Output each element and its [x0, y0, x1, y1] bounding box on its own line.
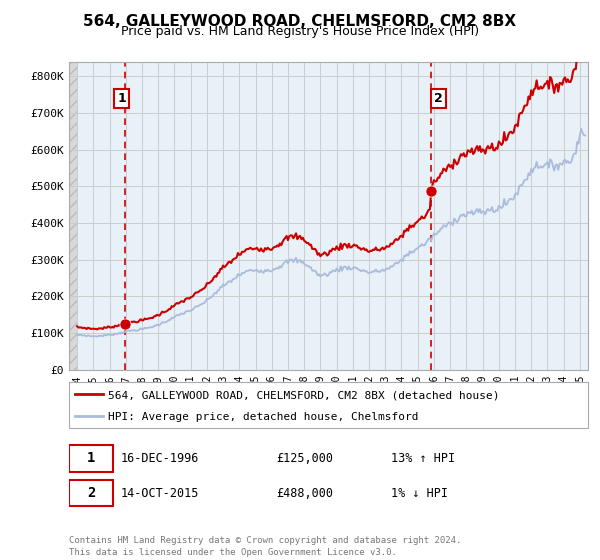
- Text: 1: 1: [118, 92, 126, 105]
- FancyBboxPatch shape: [69, 446, 113, 472]
- Text: 564, GALLEYWOOD ROAD, CHELMSFORD, CM2 8BX: 564, GALLEYWOOD ROAD, CHELMSFORD, CM2 8B…: [83, 14, 517, 29]
- FancyBboxPatch shape: [69, 382, 588, 428]
- Text: 2: 2: [87, 486, 95, 500]
- Text: 2: 2: [434, 92, 443, 105]
- Bar: [69, 62, 77, 370]
- Text: £488,000: £488,000: [277, 487, 334, 500]
- Text: Price paid vs. HM Land Registry's House Price Index (HPI): Price paid vs. HM Land Registry's House …: [121, 25, 479, 38]
- Text: HPI: Average price, detached house, Chelmsford: HPI: Average price, detached house, Chel…: [108, 412, 418, 422]
- Text: 13% ↑ HPI: 13% ↑ HPI: [391, 452, 455, 465]
- Text: £125,000: £125,000: [277, 452, 334, 465]
- Text: Contains HM Land Registry data © Crown copyright and database right 2024.
This d: Contains HM Land Registry data © Crown c…: [69, 536, 461, 557]
- Text: 1: 1: [87, 451, 95, 465]
- Text: 564, GALLEYWOOD ROAD, CHELMSFORD, CM2 8BX (detached house): 564, GALLEYWOOD ROAD, CHELMSFORD, CM2 8B…: [108, 390, 499, 400]
- FancyBboxPatch shape: [69, 480, 113, 506]
- Text: 1% ↓ HPI: 1% ↓ HPI: [391, 487, 448, 500]
- Text: 14-OCT-2015: 14-OCT-2015: [121, 487, 199, 500]
- Text: 16-DEC-1996: 16-DEC-1996: [121, 452, 199, 465]
